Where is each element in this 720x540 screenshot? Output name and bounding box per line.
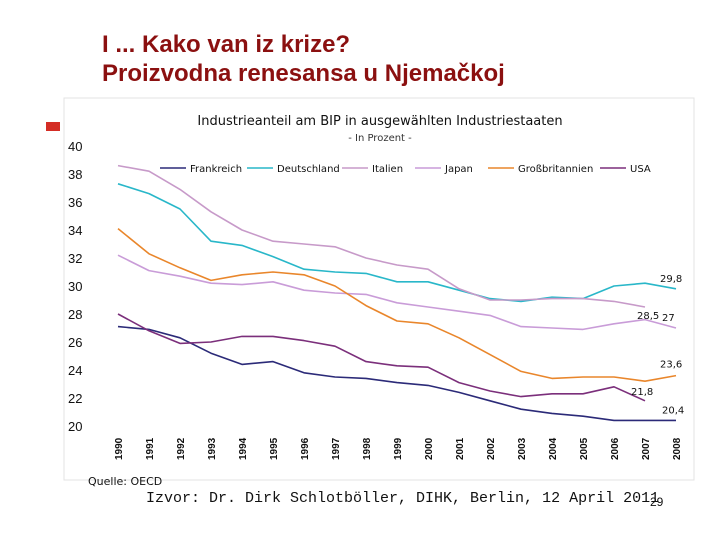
- x-axis-ticks: 1990 1991 1992 1993 1994 1995 1996 1997 1998 1999…: [114, 437, 683, 460]
- series-line-japan: [117, 254, 677, 331]
- y-tick-label: 24: [68, 363, 82, 378]
- x-tick-label: 1998: [362, 437, 373, 460]
- y-tick-label: 28: [68, 307, 82, 322]
- legend-label: Japan: [444, 164, 473, 175]
- legend-label: Italien: [372, 164, 403, 175]
- x-tick-label: 2000: [424, 437, 435, 460]
- series-line-usa: [117, 313, 646, 402]
- data-label: 27: [662, 313, 675, 324]
- data-label: 29,8: [660, 274, 682, 285]
- x-tick-label: 1995: [269, 437, 280, 460]
- data-label: 20,4: [662, 405, 684, 416]
- legend-label: USA: [630, 164, 651, 175]
- chart-subtitle: - In Prozent -: [348, 133, 412, 144]
- x-tick-label: 1993: [207, 437, 218, 460]
- x-tick-label: 2008: [672, 437, 683, 460]
- x-tick-label: 2006: [610, 437, 621, 460]
- series-line-italien: [117, 164, 646, 308]
- y-tick-label: 40: [68, 139, 82, 154]
- series-line-großbritannien: [117, 227, 677, 383]
- x-tick-label: 1996: [300, 437, 311, 460]
- x-tick-label: 2001: [455, 437, 466, 460]
- x-tick-label: 2003: [517, 437, 528, 460]
- series-lines: [117, 164, 677, 422]
- x-tick-label: 1997: [331, 437, 342, 460]
- x-tick-label: 2002: [486, 437, 497, 460]
- source-note: Quelle: OECD: [88, 475, 163, 488]
- x-tick-label: 2004: [548, 437, 559, 460]
- data-labels: 29,8 28,5 27 23,6 21,8 20,4: [631, 274, 684, 417]
- y-tick-label: 20: [68, 419, 82, 434]
- y-tick-label: 34: [68, 223, 82, 238]
- y-tick-label: 22: [68, 391, 82, 406]
- series-line-frankreich: [117, 325, 676, 422]
- chart-title: Industrieanteil am BIP in ausgewählten I…: [197, 114, 562, 129]
- chart-frame: [63, 97, 695, 481]
- x-tick-label: 1992: [176, 437, 187, 460]
- data-label: 23,6: [660, 360, 682, 371]
- slide-title-line-2: Proizvodna renesansa u Njemačkoj: [102, 60, 505, 87]
- x-tick-label: 2007: [641, 437, 652, 460]
- x-tick-label: 1991: [145, 437, 156, 460]
- y-tick-label: 38: [68, 167, 82, 182]
- footer-source: Izvor: Dr. Dirk Schlotböller, DIHK, Berl…: [146, 490, 660, 507]
- data-label: 21,8: [631, 387, 653, 398]
- slide-title: I ... Kako van iz krize? Proizvodna rene…: [102, 30, 505, 88]
- y-tick-label: 30: [68, 279, 82, 294]
- legend: Frankreich Deutschland Italien Japan Großbri…: [160, 164, 651, 175]
- y-tick-label: 36: [68, 195, 82, 210]
- y-tick-label: 32: [68, 251, 82, 266]
- slide-title-line-1: I ... Kako van iz krize?: [102, 31, 351, 58]
- page-number: 29: [650, 495, 664, 509]
- x-tick-label: 1999: [393, 437, 404, 460]
- x-tick-label: 1994: [238, 437, 249, 460]
- y-tick-label: 26: [68, 335, 82, 350]
- legend-label: Deutschland: [277, 164, 340, 175]
- x-tick-label: 2005: [579, 437, 590, 460]
- y-axis-ticks: 20 22 24 26 28 30 32 34 36 38 40: [68, 139, 82, 434]
- bullet-square-icon: [46, 122, 60, 131]
- data-label: 28,5: [637, 311, 659, 322]
- legend-label: Frankreich: [190, 164, 242, 175]
- x-tick-label: 1990: [114, 437, 125, 460]
- legend-label: Großbritannien: [518, 164, 593, 175]
